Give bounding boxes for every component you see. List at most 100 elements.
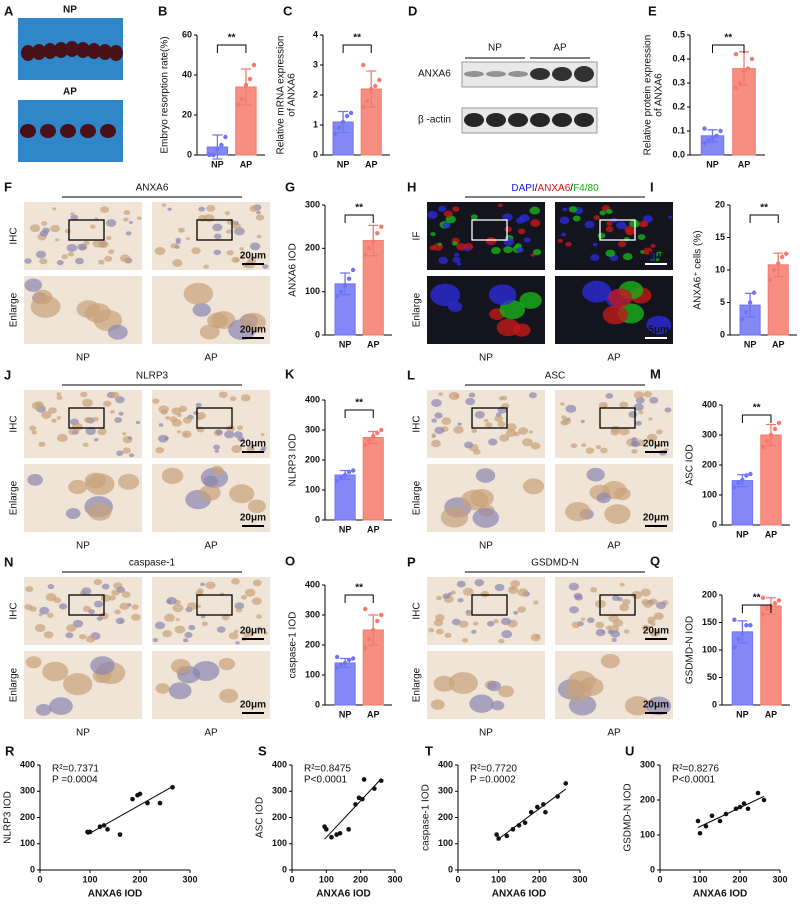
y-tick-label: 200 [272, 812, 287, 822]
y-tick-label: 4 [313, 29, 318, 39]
data-point [510, 827, 516, 832]
annotation: R²=0.7720 [470, 764, 517, 775]
x-tick-label: 300 [772, 874, 787, 884]
cell [638, 410, 644, 415]
y-axis-label: ASC IOD [685, 444, 696, 485]
cell [441, 417, 452, 425]
panel-letter: B [158, 3, 167, 18]
band [530, 68, 550, 80]
micrograph [24, 464, 142, 532]
cell [485, 422, 493, 428]
cell [490, 700, 505, 711]
cell [81, 587, 92, 595]
data-point [353, 802, 358, 807]
cell [35, 250, 47, 259]
cell [192, 302, 211, 317]
cell [585, 447, 595, 454]
band [530, 113, 550, 127]
cell [137, 216, 142, 220]
cell [43, 631, 54, 639]
cell [82, 442, 89, 448]
panel-letter: H [407, 179, 416, 194]
annotation: R²=0.8475 [304, 764, 351, 775]
cell [50, 225, 60, 233]
title-part: / [570, 183, 573, 194]
panel-letter: C [283, 3, 293, 18]
micrograph [555, 276, 673, 344]
x-tick-label: 200 [353, 874, 368, 884]
x-tick-label: NP [339, 524, 352, 534]
y-tick-label: 0 [315, 699, 320, 709]
data-point [371, 433, 376, 439]
cell [595, 621, 605, 629]
panel-letter: E [648, 3, 657, 18]
y-tick-label: 200 [305, 454, 320, 464]
cell [560, 232, 567, 237]
data-point [528, 809, 534, 815]
cell [427, 210, 438, 219]
cell [646, 433, 658, 442]
data-point [733, 85, 739, 91]
cell [233, 431, 243, 439]
cell [488, 438, 498, 446]
cell [649, 396, 659, 404]
cell [84, 417, 92, 423]
panel-title: NLRP3 [136, 371, 169, 382]
data-point [346, 657, 352, 663]
panel-title: ANXA6 [136, 183, 169, 194]
cell [231, 444, 243, 454]
cell [46, 612, 54, 618]
scale-label: 20μm [643, 626, 669, 637]
cell [249, 205, 259, 212]
cell [573, 592, 583, 600]
micrograph [152, 577, 270, 645]
data-point [760, 612, 766, 617]
cell [513, 610, 519, 615]
band [574, 113, 594, 127]
x-tick-label: AP [365, 159, 378, 169]
cell [518, 427, 529, 435]
cell [530, 219, 541, 227]
roi-box [196, 219, 233, 241]
cell [581, 443, 587, 448]
cell [485, 237, 497, 246]
cell [664, 407, 672, 413]
cell [600, 653, 621, 669]
cell [224, 430, 235, 439]
cell [77, 243, 87, 251]
data-point [170, 785, 175, 790]
data-point [346, 276, 352, 281]
cell [93, 579, 102, 586]
cell [456, 243, 467, 251]
data-point [207, 152, 212, 158]
roi-box [196, 407, 233, 429]
cell [65, 508, 81, 520]
cell [188, 624, 196, 631]
cell [203, 214, 215, 223]
cell [97, 428, 107, 436]
scale-label: 20μm [643, 439, 669, 450]
cell [101, 583, 110, 590]
cell [228, 632, 239, 640]
cell [218, 391, 228, 399]
data-point [350, 656, 356, 661]
x-tick-label: NP [339, 339, 352, 349]
cell [256, 234, 262, 239]
micrograph [555, 577, 673, 645]
cell [438, 256, 448, 265]
cell [586, 467, 605, 482]
cell [66, 624, 77, 632]
cell [200, 615, 206, 619]
y-tick-label: 2 [313, 89, 318, 99]
cell [256, 614, 262, 619]
y-tick-label: 300 [305, 424, 320, 434]
cell [494, 583, 505, 592]
band [552, 113, 572, 127]
embryo [100, 124, 116, 138]
data-point [760, 444, 766, 450]
y-axis-label: ANXA6⁺ cells (%) [693, 230, 704, 309]
data-point [243, 82, 249, 88]
cell [605, 393, 614, 399]
cell [428, 627, 435, 633]
x-tick-label: NP [736, 529, 749, 539]
